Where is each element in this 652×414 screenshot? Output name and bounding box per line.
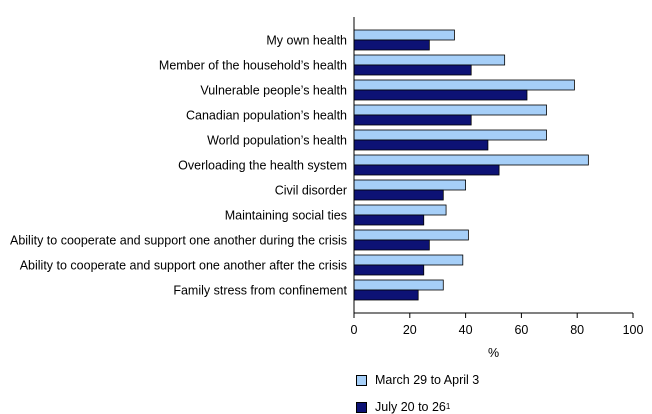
x-tick-label: 100 <box>623 323 644 337</box>
x-axis-title: % <box>488 346 499 360</box>
bar-series-2 <box>353 39 430 51</box>
bar-series-1 <box>353 204 447 216</box>
category-label: Ability to cooperate and support one ano… <box>10 234 347 248</box>
category-label: Civil disorder <box>275 184 347 198</box>
category-label: Ability to cooperate and support one ano… <box>20 259 347 273</box>
x-tick-label: 60 <box>514 323 528 337</box>
category-label: Family stress from confinement <box>173 284 347 298</box>
bar-series-2 <box>353 64 472 76</box>
legend-label-series-1: March 29 to April 3 <box>375 373 480 387</box>
bar-series-1 <box>353 179 466 191</box>
bar-series-2 <box>353 189 444 201</box>
legend-swatch-series-2 <box>356 401 367 413</box>
x-tick-label: 20 <box>403 323 417 337</box>
x-tick-label: 40 <box>459 323 473 337</box>
bar-series-2 <box>353 89 528 101</box>
x-tick-label: 0 <box>351 323 358 337</box>
bar-series-2 <box>353 239 430 251</box>
category-label: Canadian population’s health <box>186 109 347 123</box>
category-label: Overloading the health system <box>178 159 347 173</box>
bar-series-1 <box>353 154 589 166</box>
x-axis-ticks: 0 20 40 60 80 100 <box>351 313 644 337</box>
bar-series-2 <box>353 139 489 151</box>
bar-series-1 <box>353 129 547 141</box>
category-label: Maintaining social ties <box>225 209 347 223</box>
category-label: World population’s health <box>207 134 347 148</box>
bars <box>353 29 589 301</box>
legend-label-series-2: July 20 to 26 <box>375 400 446 414</box>
bar-series-1 <box>353 79 575 91</box>
category-labels: My own health Member of the household’s h… <box>10 34 348 298</box>
bar-series-1 <box>353 229 469 241</box>
x-tick-label: 80 <box>570 323 584 337</box>
legend-swatch-series-1 <box>356 374 367 386</box>
bar-series-2 <box>353 264 425 276</box>
bar-series-2 <box>353 164 500 176</box>
category-label: Member of the household’s health <box>159 59 347 73</box>
category-label: Vulnerable people’s health <box>200 84 347 98</box>
legend-item-series-1: March 29 to April 3 <box>356 373 479 387</box>
bar-series-1 <box>353 279 444 291</box>
bar-series-2 <box>353 214 425 226</box>
legend-item-series-2: July 20 to 26 1 <box>356 400 450 414</box>
bar-series-1 <box>353 254 464 266</box>
bar-series-1 <box>353 29 455 41</box>
category-label: My own health <box>266 34 347 48</box>
axes <box>353 17 633 314</box>
bar-series-1 <box>353 104 547 116</box>
bar-series-1 <box>353 54 506 66</box>
bar-series-2 <box>353 289 419 301</box>
bar-series-2 <box>353 114 472 126</box>
